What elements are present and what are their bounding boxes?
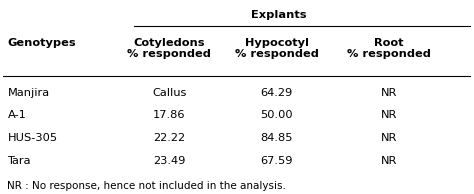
Text: NR : No response, hence not included in the analysis.: NR : No response, hence not included in … bbox=[8, 181, 286, 191]
Text: Cotyledons
% responded: Cotyledons % responded bbox=[127, 38, 211, 60]
Text: Explants: Explants bbox=[251, 10, 307, 20]
Text: 23.49: 23.49 bbox=[153, 156, 185, 166]
Text: HUS-305: HUS-305 bbox=[8, 133, 57, 143]
Text: NR: NR bbox=[381, 156, 397, 166]
Text: NR: NR bbox=[381, 88, 397, 98]
Text: Callus: Callus bbox=[152, 88, 186, 98]
Text: 67.59: 67.59 bbox=[261, 156, 293, 166]
Text: 64.29: 64.29 bbox=[261, 88, 293, 98]
Text: 17.86: 17.86 bbox=[153, 110, 185, 120]
Text: Genotypes: Genotypes bbox=[8, 38, 76, 48]
Text: 50.00: 50.00 bbox=[261, 110, 293, 120]
Text: Hypocotyl
% responded: Hypocotyl % responded bbox=[235, 38, 319, 60]
Text: 22.22: 22.22 bbox=[153, 133, 185, 143]
Text: Root
% responded: Root % responded bbox=[347, 38, 431, 60]
Text: 84.85: 84.85 bbox=[261, 133, 293, 143]
Text: Manjira: Manjira bbox=[8, 88, 50, 98]
Text: A-1: A-1 bbox=[8, 110, 27, 120]
Text: NR: NR bbox=[381, 110, 397, 120]
Text: NR: NR bbox=[381, 133, 397, 143]
Text: Tara: Tara bbox=[8, 156, 31, 166]
